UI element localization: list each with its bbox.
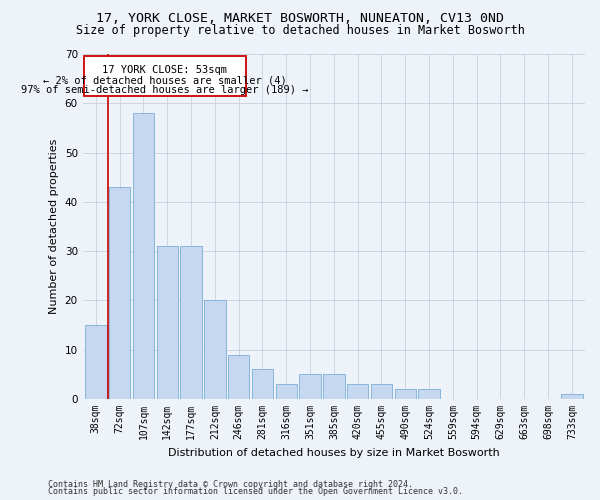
Text: 97% of semi-detached houses are larger (189) →: 97% of semi-detached houses are larger (… (21, 85, 308, 95)
FancyBboxPatch shape (84, 56, 246, 96)
Text: Contains HM Land Registry data © Crown copyright and database right 2024.: Contains HM Land Registry data © Crown c… (48, 480, 413, 489)
X-axis label: Distribution of detached houses by size in Market Bosworth: Distribution of detached houses by size … (168, 448, 500, 458)
Bar (252, 370, 273, 399)
Text: Size of property relative to detached houses in Market Bosworth: Size of property relative to detached ho… (76, 24, 524, 37)
Bar (347, 384, 368, 399)
Bar (157, 246, 178, 399)
Bar (323, 374, 344, 399)
Bar (395, 389, 416, 399)
Bar (371, 384, 392, 399)
Bar (299, 374, 321, 399)
Bar (228, 354, 250, 399)
Bar (181, 246, 202, 399)
Bar (204, 300, 226, 399)
Text: 17, YORK CLOSE, MARKET BOSWORTH, NUNEATON, CV13 0ND: 17, YORK CLOSE, MARKET BOSWORTH, NUNEATO… (96, 12, 504, 26)
Bar (109, 187, 130, 399)
Y-axis label: Number of detached properties: Number of detached properties (49, 139, 59, 314)
Bar (133, 113, 154, 399)
Text: Contains public sector information licensed under the Open Government Licence v3: Contains public sector information licen… (48, 487, 463, 496)
Text: 17 YORK CLOSE: 53sqm: 17 YORK CLOSE: 53sqm (103, 66, 227, 76)
Bar (85, 325, 107, 399)
Text: ← 2% of detached houses are smaller (4): ← 2% of detached houses are smaller (4) (43, 75, 287, 85)
Bar (418, 389, 440, 399)
Bar (561, 394, 583, 399)
Bar (275, 384, 297, 399)
